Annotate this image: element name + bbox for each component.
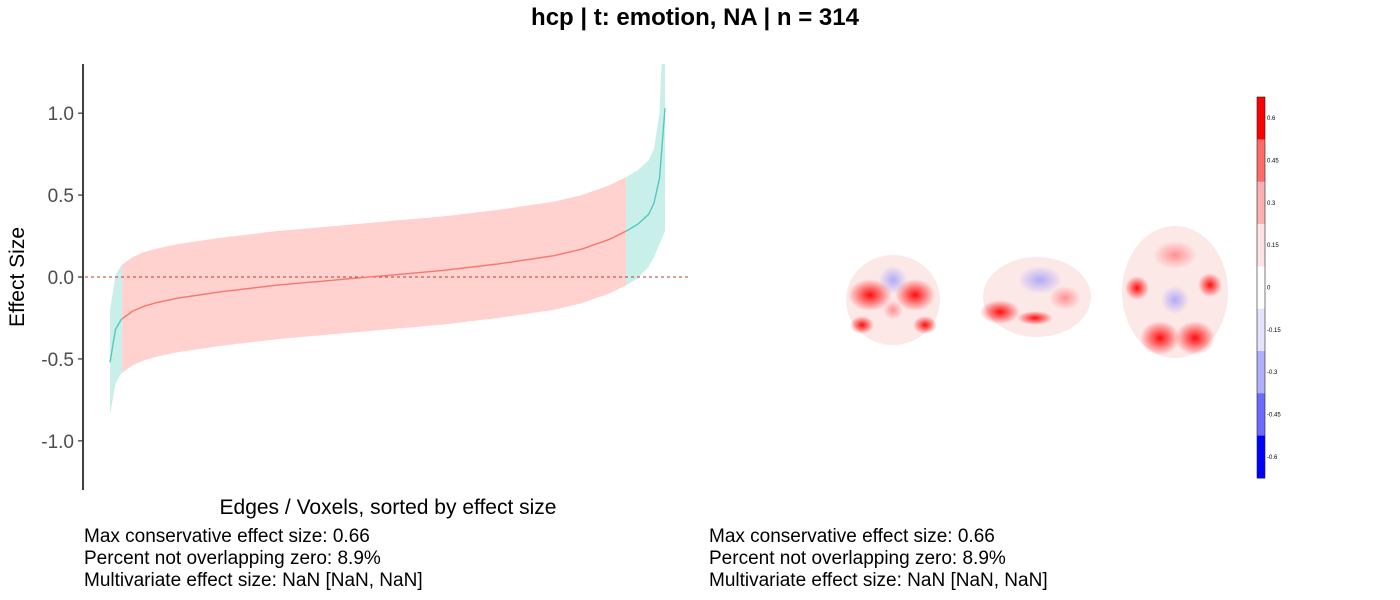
colorbar-tick-label: -0.3	[1267, 370, 1278, 376]
stats-right: Max conservative effect size: 0.66 Perce…	[709, 526, 1048, 592]
colorbar-swatch	[1257, 139, 1265, 183]
x-axis-title: Edges / Voxels, sorted by effect size	[220, 496, 557, 519]
stat-multivariate-effect-size: Multivariate effect size: NaN [NaN, NaN]	[709, 570, 1048, 591]
stats-left: Max conservative effect size: 0.66 Perce…	[84, 526, 423, 592]
colorbar-tick-label: 0.6	[1267, 116, 1276, 122]
stat-percent-not-overlapping: Percent not overlapping zero: 8.9%	[84, 548, 381, 569]
axial-slice	[1122, 226, 1228, 358]
colorbar-swatch	[1257, 393, 1265, 437]
colorbar-swatch	[1257, 266, 1265, 310]
colorbar-tick-label: 0.45	[1267, 159, 1279, 165]
colorbar-swatch	[1257, 308, 1265, 352]
colorbar-tick-label: -0.6	[1267, 455, 1278, 461]
stat-max-effect-size: Max conservative effect size: 0.66	[709, 526, 995, 547]
y-tick-label: 0.0	[48, 268, 74, 289]
stat-percent-not-overlapping: Percent not overlapping zero: 8.9%	[709, 548, 1006, 569]
colorbar-frame	[1256, 96, 1266, 479]
chart-title: hcp | t: emotion, NA | n = 314	[531, 4, 859, 31]
y-tick-label: 1.0	[48, 104, 74, 125]
colorbar-tick-label: -0.45	[1267, 413, 1281, 419]
nonsignificant-band	[122, 177, 627, 373]
confidence-bands	[110, 64, 665, 415]
colorbar-tick-label: 0.3	[1267, 201, 1276, 207]
stat-multivariate-effect-size: Multivariate effect size: NaN [NaN, NaN]	[84, 570, 423, 591]
colorbar-tick-label: 0	[1267, 286, 1271, 292]
colorbar-swatch	[1257, 435, 1265, 479]
colorbar-tick-label: 0.15	[1267, 243, 1279, 249]
colorbar: 0.6 0.45 0.3 0.15 0 -0.15 -0.3 -0.45 -0.6	[1256, 96, 1281, 479]
colorbar-swatch	[1257, 181, 1265, 225]
significant-line-segment	[625, 108, 666, 232]
significant-band	[626, 64, 665, 286]
colorbar-tick-label: -0.15	[1267, 328, 1281, 334]
sagittal-slice	[980, 257, 1091, 337]
y-tick-label: 0.5	[48, 186, 74, 207]
significant-band	[110, 264, 123, 415]
coronal-slice	[846, 255, 940, 345]
effect-size-curve	[109, 108, 666, 363]
nonsignificant-line-segment	[121, 230, 627, 320]
colorbar-swatch	[1257, 97, 1265, 140]
y-tick-label: -0.5	[41, 350, 74, 371]
y-axis-title: Effect Size	[6, 227, 29, 327]
significant-line-segment	[109, 318, 123, 363]
y-axis-ticks: 1.0 0.5 0.0 -0.5 -1.0	[41, 104, 83, 453]
colorbar-swatch	[1257, 224, 1265, 267]
stat-max-effect-size: Max conservative effect size: 0.66	[84, 526, 370, 547]
colorbar-swatch	[1257, 351, 1265, 394]
y-tick-label: -1.0	[41, 432, 74, 453]
brain-slices	[846, 226, 1228, 358]
